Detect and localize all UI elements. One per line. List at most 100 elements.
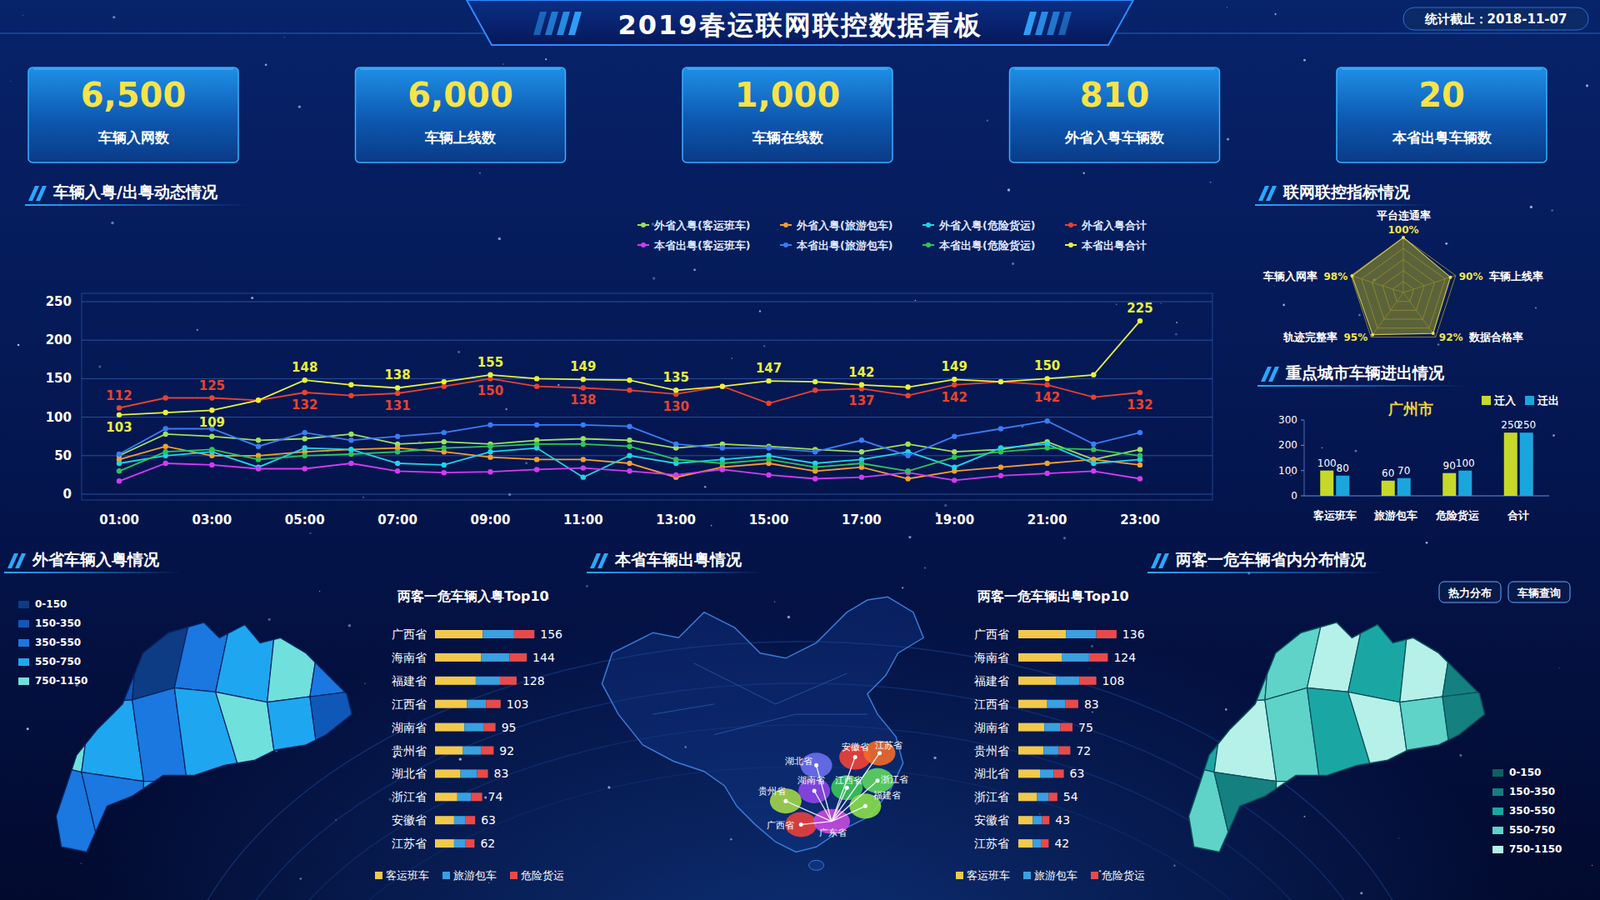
series-marker [1090, 446, 1096, 452]
series-marker [1044, 460, 1050, 466]
y-tick-label: 湖北省 [391, 766, 427, 780]
header-slash [556, 11, 570, 35]
map-region [215, 617, 277, 703]
data-label: 250 [1516, 419, 1536, 431]
kpi-label: 车辆入网数 [97, 129, 170, 146]
bar-segment [1042, 815, 1050, 825]
bar-segment [454, 815, 466, 825]
data-label: 225 [1126, 300, 1153, 316]
star [1063, 536, 1066, 540]
flow-line [800, 821, 832, 825]
legend-marker [925, 222, 931, 228]
y-tick-label: 200 [1278, 439, 1298, 451]
star [80, 863, 83, 865]
plot-frame [81, 293, 1213, 500]
radar-value-label: 92% [1439, 331, 1464, 344]
star [1550, 209, 1554, 212]
flow-line [816, 765, 832, 821]
bar-segment [1044, 723, 1060, 732]
header-slash [568, 11, 582, 35]
bar-segment [1018, 839, 1033, 848]
star [1355, 450, 1358, 453]
section-title-text: 外省车辆入粤情况 [31, 550, 160, 569]
map-button[interactable]: 车辆查询 [1508, 581, 1570, 603]
total-label: 54 [1063, 790, 1079, 804]
legend-label: 150-350 [35, 617, 81, 630]
series-marker [255, 397, 261, 403]
radar-category: 轨迹完整率 [1282, 330, 1338, 344]
star [505, 408, 507, 410]
series-marker [116, 451, 122, 457]
legend-label: 外省入粤(旅游包车) [795, 219, 893, 232]
button-box[interactable] [1439, 581, 1501, 603]
bar-segment [435, 676, 476, 685]
flow-line [785, 800, 832, 821]
data-label: 148 [291, 360, 318, 375]
y-tick [1300, 445, 1305, 446]
bar-segment [1061, 653, 1090, 662]
title-slash [1265, 185, 1277, 201]
series-marker [1090, 394, 1096, 400]
radar-value-label: 100% [1387, 224, 1419, 236]
data-labels: 1121251321311501381301371421421321031091… [105, 300, 1153, 435]
legend-label: 本省出粤(危险货运) [938, 239, 1035, 252]
star [763, 345, 765, 347]
button-label[interactable]: 热力分布 [1447, 586, 1492, 600]
series-marker [209, 395, 215, 400]
series-marker [951, 434, 957, 440]
series-marker [1137, 390, 1143, 395]
bar [1397, 478, 1411, 496]
total-label: 63 [480, 813, 496, 827]
flow-end [814, 763, 819, 768]
star [710, 525, 713, 527]
data-label: 109 [199, 415, 225, 430]
series-marker [487, 444, 493, 450]
series-marker [1044, 382, 1050, 388]
bar-segment [477, 769, 489, 778]
bar-segment [1054, 769, 1065, 778]
series-marker [626, 377, 632, 383]
series-marker [951, 382, 957, 388]
kpi-card: 6,000车辆上线数 [355, 67, 566, 163]
map-region [310, 617, 358, 697]
data-label: 149 [941, 359, 968, 375]
map-button[interactable]: 热力分布 [1439, 581, 1501, 603]
radar-value-label: 90% [1459, 270, 1484, 283]
star [1552, 434, 1555, 437]
radar-chart: 100%平台连通率90%车辆上线率92%数据合格率95%轨迹完整率98%车辆入网… [1262, 209, 1544, 344]
series-marker [812, 464, 818, 470]
star [1358, 314, 1361, 317]
series-marker [487, 454, 493, 460]
data-label: 142 [1034, 390, 1060, 405]
button-box[interactable] [1508, 581, 1570, 603]
series-marker [905, 384, 910, 390]
series-marker [720, 383, 725, 389]
star [26, 727, 30, 730]
series-marker [209, 462, 215, 468]
star [298, 105, 301, 109]
data-label: 103 [105, 420, 132, 435]
series-marker [487, 422, 493, 428]
star [525, 461, 528, 465]
series-marker [302, 453, 308, 459]
legend-swatch [1023, 871, 1031, 880]
bar-segment [480, 653, 510, 662]
data-label: 150 [477, 383, 504, 399]
radar-category: 车辆上线率 [1488, 270, 1544, 283]
x-tick-label: 03:00 [191, 512, 232, 528]
map-region [1442, 617, 1490, 697]
series-marker [1137, 453, 1143, 459]
x-tick-label: 旅游包车 [1373, 509, 1418, 522]
series-marker [255, 397, 261, 403]
legend-swatch [18, 620, 30, 628]
series-marker [348, 437, 354, 443]
section-title-text: 联网联控指标情况 [1282, 182, 1411, 201]
header-slash [545, 11, 559, 35]
series-marker [812, 449, 818, 455]
bar-segment [485, 700, 501, 709]
series-marker [487, 469, 493, 475]
button-label[interactable]: 车辆查询 [1516, 586, 1561, 600]
bar-segment [465, 839, 475, 848]
legend-marker [783, 242, 789, 248]
series-marker [720, 460, 725, 466]
